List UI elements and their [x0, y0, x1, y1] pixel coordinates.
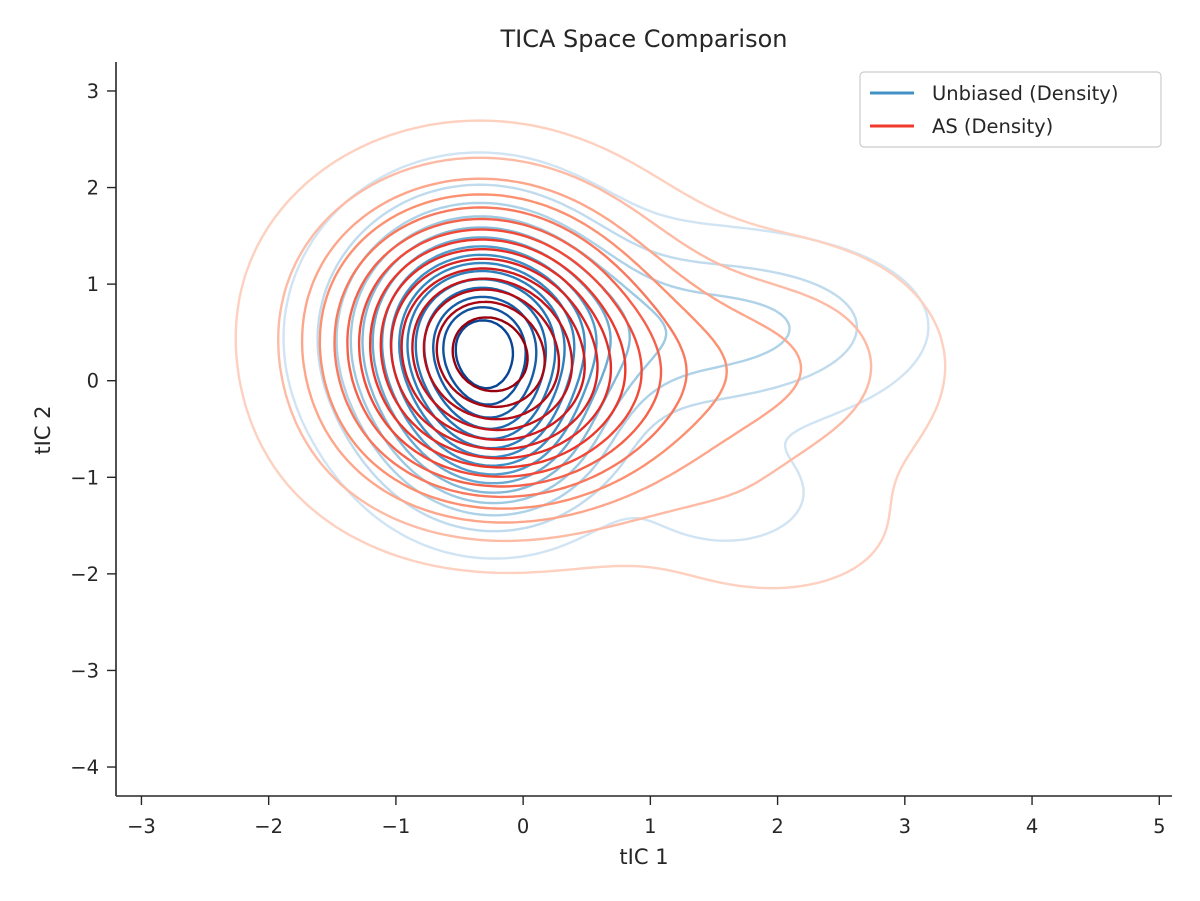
contour-level: [282, 151, 930, 560]
x-tick-label: −1: [382, 815, 411, 838]
contour-level: [346, 217, 663, 488]
x-axis-label: tIC 1: [619, 845, 668, 869]
contour-level: [400, 267, 586, 441]
legend-label-unbiased: Unbiased (Density): [932, 82, 1118, 105]
contour-level: [435, 300, 546, 409]
contour-level: [369, 238, 627, 469]
y-axis-label: tIC 2: [31, 405, 55, 454]
y-tick-label: 1: [87, 273, 99, 296]
y-tick-label: 3: [87, 80, 99, 103]
legend-label-as: AS (Density): [932, 115, 1053, 138]
y-tick-label: −2: [70, 563, 99, 586]
legend-box: [859, 71, 1162, 148]
contour-level: [318, 193, 728, 510]
contour-level: [379, 248, 613, 460]
contour-level: [432, 295, 538, 419]
y-ticks: −4 −3 −2 −1 0 1 2 3: [70, 80, 116, 779]
contour-level: [316, 183, 859, 533]
legend: Unbiased (Density) AS (Density): [859, 71, 1162, 148]
x-tick-label: 4: [1026, 815, 1038, 838]
x-tick-label: −3: [127, 815, 156, 838]
contour-level: [451, 316, 529, 393]
contour-level: [390, 257, 599, 451]
contour-level: [454, 319, 515, 390]
x-tick-label: 1: [644, 815, 656, 838]
x-ticks: −3 −2 −1 0 1 2 3 4 5: [127, 796, 1165, 838]
contour-level: [277, 156, 873, 543]
y-tick-label: −1: [70, 466, 99, 489]
x-tick-label: 5: [1153, 815, 1165, 838]
y-tick-label: 2: [87, 177, 99, 200]
plot-area: [234, 119, 947, 590]
y-tick-label: −3: [70, 659, 99, 682]
x-tick-label: 0: [517, 815, 529, 838]
contour-level: [357, 228, 643, 478]
contour-level: [422, 288, 561, 421]
x-tick-label: −2: [254, 815, 283, 838]
contour-level: [333, 206, 688, 499]
contours-as: [234, 119, 947, 590]
y-tick-label: −4: [70, 756, 99, 779]
x-tick-label: 2: [771, 815, 783, 838]
x-tick-label: 3: [899, 815, 911, 838]
contour-level: [411, 277, 574, 432]
y-tick-label: 0: [87, 370, 99, 393]
contour-level: [300, 177, 803, 524]
chart-title: TICA Space Comparison: [499, 25, 787, 53]
contour-level: [234, 119, 947, 590]
